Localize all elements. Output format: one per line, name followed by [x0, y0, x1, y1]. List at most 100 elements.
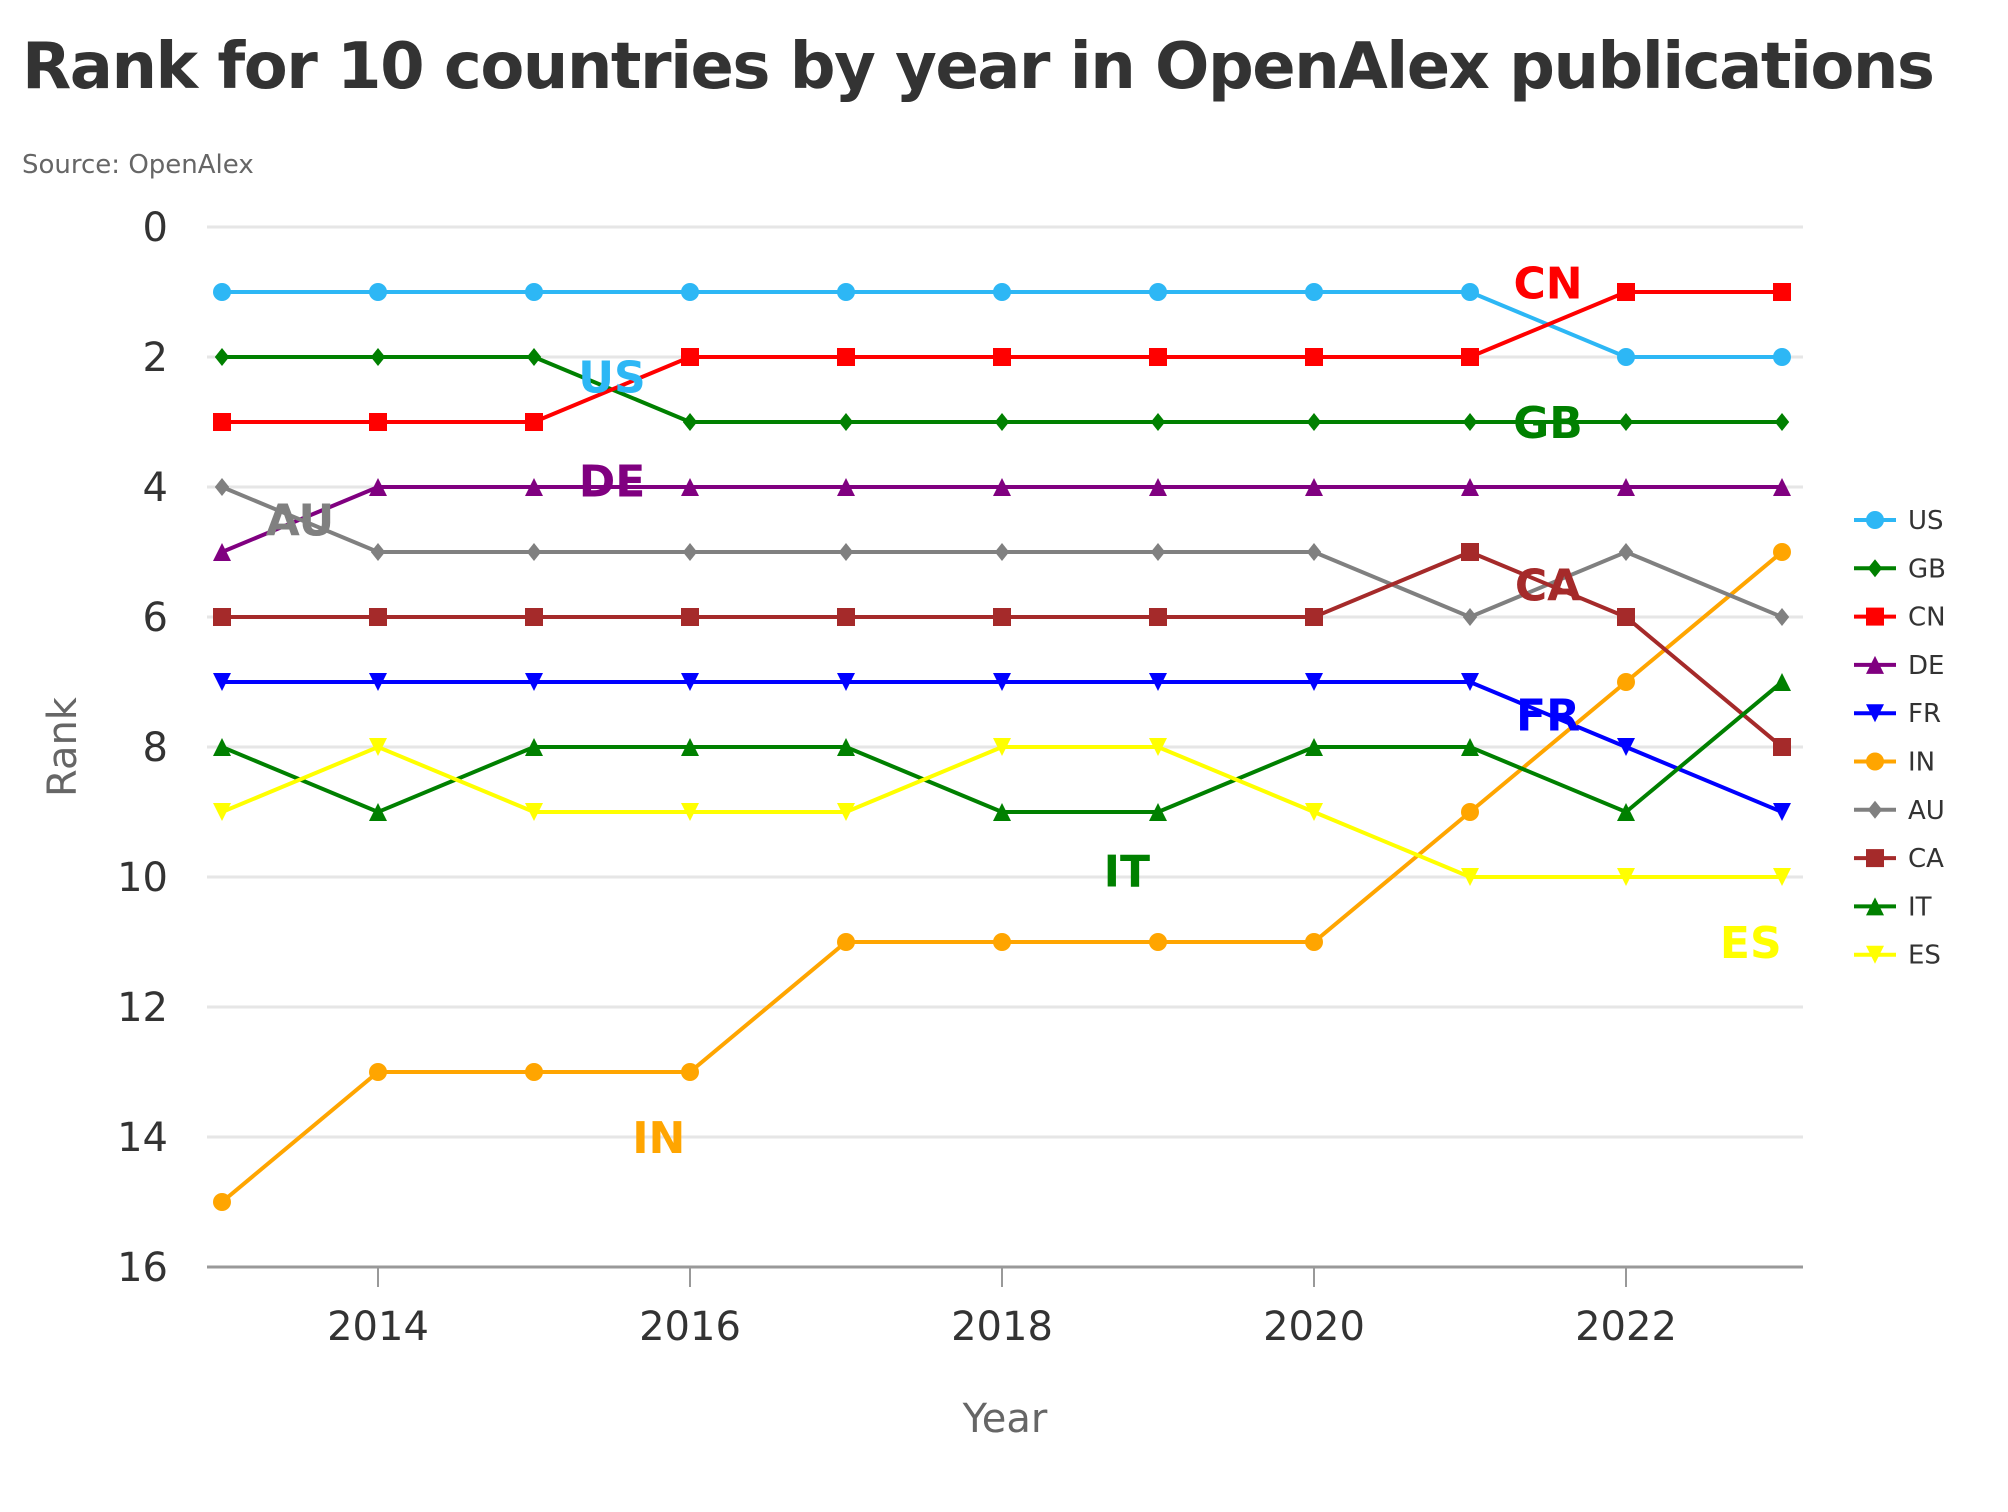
data-point	[1617, 478, 1635, 496]
chart-subtitle: Source: OpenAlex	[22, 150, 254, 180]
data-point	[369, 673, 387, 691]
y-tick-label: 8	[143, 725, 168, 771]
legend-label: FR	[1908, 699, 1941, 729]
data-point	[994, 543, 1010, 561]
legend-label: US	[1908, 506, 1944, 536]
legend-label: IT	[1908, 892, 1932, 922]
legend-item-in[interactable]: IN	[1854, 748, 1935, 778]
y-tick-label: 14	[117, 1115, 168, 1161]
legend-marker	[1866, 849, 1884, 868]
data-point	[1461, 543, 1479, 561]
data-point	[1773, 348, 1791, 366]
data-point	[213, 673, 231, 691]
legend-label: ES	[1908, 941, 1941, 971]
x-tick-label: 2018	[951, 1304, 1053, 1350]
legend-label: GB	[1908, 554, 1946, 584]
y-tick-label: 4	[143, 465, 168, 511]
series-es	[213, 738, 1791, 886]
data-point	[369, 413, 387, 431]
x-tick-label: 2020	[1263, 1304, 1365, 1350]
data-point	[1305, 803, 1323, 821]
legend-item-it[interactable]: IT	[1854, 892, 1932, 922]
legend-item-gb[interactable]: GB	[1854, 554, 1946, 584]
annotation-cn: CN	[1513, 258, 1582, 309]
legend-label: CN	[1908, 603, 1946, 633]
annotation-us: US	[578, 353, 645, 404]
legend-item-au[interactable]: AU	[1854, 796, 1945, 826]
data-point	[1461, 673, 1479, 691]
data-point	[526, 348, 542, 366]
annotation-es: ES	[1720, 918, 1782, 969]
data-point	[1461, 348, 1479, 366]
data-point	[1617, 673, 1635, 691]
y-tick-label: 0	[143, 205, 168, 251]
data-point	[681, 348, 699, 366]
series-ca	[213, 543, 1791, 756]
series-group	[213, 283, 1791, 1211]
data-point	[993, 348, 1011, 366]
series-us	[213, 283, 1791, 366]
data-point	[993, 478, 1011, 496]
data-point	[837, 803, 855, 821]
data-point	[1462, 413, 1478, 431]
y-tick-label: 12	[117, 985, 168, 1031]
legend-item-us[interactable]: US	[1854, 506, 1944, 536]
data-point	[525, 803, 543, 821]
legend-item-fr[interactable]: FR	[1854, 699, 1941, 729]
data-point	[1150, 543, 1166, 561]
y-tick-label: 16	[117, 1245, 168, 1291]
annotation-it: IT	[1104, 847, 1150, 898]
legend-item-de[interactable]: DE	[1854, 651, 1944, 681]
annotation-ca: CA	[1515, 561, 1581, 612]
data-point	[681, 738, 699, 756]
data-point	[1305, 608, 1323, 626]
data-point	[1773, 673, 1791, 691]
data-point	[525, 478, 543, 496]
annotation-in: IN	[632, 1113, 685, 1164]
series-de	[213, 478, 1791, 561]
data-point	[682, 413, 698, 431]
data-point	[993, 803, 1011, 821]
data-point	[1149, 283, 1167, 301]
y-tick-label: 10	[117, 855, 168, 901]
data-point	[1773, 868, 1791, 886]
data-point	[526, 543, 542, 561]
legend-item-ca[interactable]: CA	[1854, 844, 1944, 874]
data-point	[1617, 348, 1635, 366]
data-point	[525, 283, 543, 301]
data-point	[369, 1063, 387, 1081]
data-point	[681, 1063, 699, 1081]
x-axis: 2014 2016 2018 2020 2022	[207, 1265, 1803, 1350]
annotations: US CN GB DE AU CA FR IT ES IN	[266, 258, 1782, 1164]
legend-item-es[interactable]: ES	[1854, 941, 1941, 971]
data-point	[1306, 413, 1322, 431]
data-point	[837, 608, 855, 626]
data-point	[1462, 608, 1478, 626]
data-point	[369, 478, 387, 496]
data-point	[369, 283, 387, 301]
data-point	[837, 348, 855, 366]
legend-label: IN	[1908, 748, 1935, 778]
series-fr	[213, 673, 1791, 821]
data-point	[1617, 608, 1635, 626]
legend-marker	[1866, 511, 1884, 529]
data-point	[213, 1193, 231, 1211]
legend-item-cn[interactable]: CN	[1854, 603, 1946, 633]
data-point	[369, 738, 387, 756]
legend-marker	[1866, 752, 1884, 771]
data-point	[681, 803, 699, 821]
data-point	[213, 608, 231, 626]
data-point	[1773, 478, 1791, 496]
data-point	[1618, 543, 1634, 561]
data-point	[837, 283, 855, 301]
data-point	[1461, 868, 1479, 886]
x-axis-title: Year	[962, 1396, 1048, 1442]
data-point	[1150, 413, 1166, 431]
data-point	[1305, 348, 1323, 366]
data-point	[525, 608, 543, 626]
data-point	[1306, 543, 1322, 561]
data-point	[1461, 803, 1479, 821]
data-point	[1149, 673, 1167, 691]
data-point	[213, 543, 231, 561]
annotation-de: DE	[579, 457, 646, 508]
